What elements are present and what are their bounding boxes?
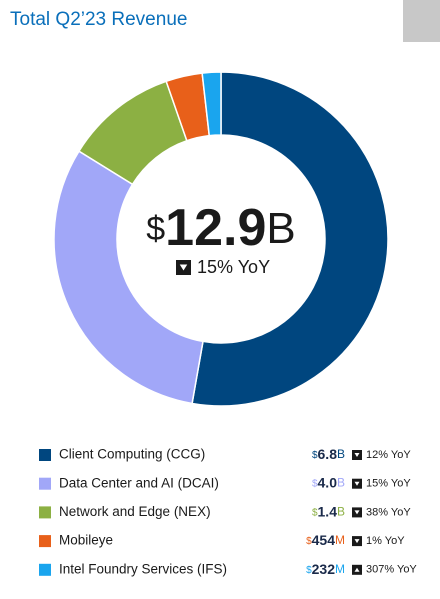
change-arrow (176, 260, 191, 275)
arrow (179, 264, 188, 271)
value-label: $232M (306, 561, 345, 577)
yoy-label: 12% YoY (366, 449, 411, 461)
legend-label: Mobileye (59, 533, 113, 548)
corner-tab (403, 0, 440, 42)
value-label: $6.8B (312, 446, 345, 462)
arrow (354, 567, 360, 572)
legend-label: Client Computing (CCG) (59, 447, 205, 462)
arrow (354, 481, 360, 486)
yoy-label: 1% YoY (366, 535, 405, 547)
yoy-label: 38% YoY (366, 506, 411, 518)
value-label: $454M (306, 532, 345, 548)
value-label: $1.4B (312, 503, 345, 519)
donut-segment (53, 150, 204, 405)
change-arrow (352, 536, 362, 547)
legend: Client Computing (CCG) $6.8B 12% YoY Data C… (39, 446, 417, 577)
change-arrow (352, 564, 362, 575)
change-arrow (352, 478, 362, 489)
donut-segment (191, 71, 389, 407)
change-arrow (352, 450, 362, 460)
total-label: $12.9B (146, 199, 296, 257)
legend-swatch (39, 477, 51, 490)
change-arrow (352, 507, 362, 518)
legend-swatch (39, 563, 51, 576)
total-change-label: 15% YoY (197, 257, 270, 277)
legend-swatch (39, 506, 51, 519)
value-label: $4.0B (312, 474, 345, 490)
legend-swatch (39, 449, 51, 461)
yoy-label: 307% YoY (366, 564, 417, 576)
legend-label: Intel Foundry Services (IFS) (59, 561, 227, 576)
legend-label: Network and Edge (NEX) (59, 504, 211, 519)
chart-title: Total Q2’23 Revenue (10, 9, 187, 30)
legend-label: Data Center and AI (DCAI) (59, 475, 219, 490)
legend-swatch (39, 535, 51, 548)
arrow (354, 510, 360, 515)
donut-segment (201, 71, 222, 137)
arrow (354, 453, 360, 457)
arrow (354, 539, 360, 544)
yoy-label: 15% YoY (366, 478, 411, 490)
